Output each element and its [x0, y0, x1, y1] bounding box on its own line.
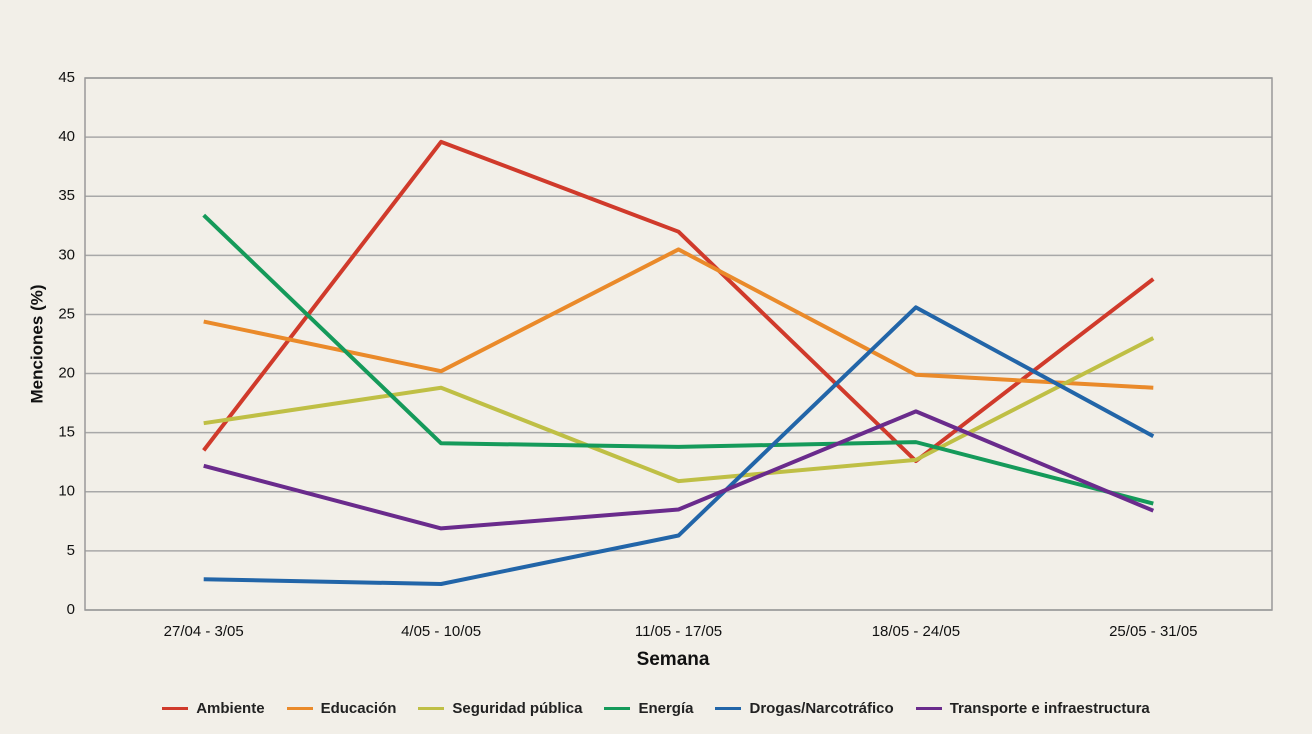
legend-swatch — [418, 707, 445, 710]
y-axis-label: Menciones (%) — [27, 284, 46, 403]
y-tick-label: 0 — [67, 601, 75, 618]
x-tick-label: 27/04 - 3/05 — [164, 623, 244, 640]
plot-frame — [84, 77, 1273, 611]
legend-item: Seguridad pública — [418, 700, 582, 717]
series-line — [203, 247, 1154, 390]
legend-label: Ambiente — [196, 700, 265, 717]
legend-item: Ambiente — [162, 700, 265, 717]
legend-label: Educación — [320, 700, 397, 717]
y-tick-label: 45 — [58, 69, 75, 86]
legend-swatch — [915, 707, 942, 710]
legend-label: Transporte e infraestructura — [949, 700, 1150, 717]
legend-swatch — [286, 707, 313, 710]
legend-swatch — [162, 707, 189, 710]
y-tick-label: 30 — [58, 246, 75, 263]
x-tick-label: 4/05 - 10/05 — [401, 623, 481, 640]
legend-label: Energía — [638, 700, 694, 717]
legend-item: Educación — [286, 700, 397, 717]
y-tick-label: 40 — [58, 128, 75, 145]
y-tick-label: 5 — [67, 542, 75, 559]
legend-item: Drogas/Narcotráfico — [715, 700, 894, 717]
series-line — [203, 409, 1155, 531]
y-tick-label: 35 — [58, 187, 75, 204]
legend-item: Energía — [604, 700, 693, 717]
legend-label: Drogas/Narcotráfico — [749, 700, 894, 717]
y-tick-label: 20 — [58, 365, 75, 382]
series-line — [202, 213, 1154, 506]
x-axis-label: Semana — [637, 649, 710, 670]
series-line — [202, 139, 1155, 464]
legend-swatch — [715, 707, 742, 710]
chart: Semana Menciones (%) 0 5 10 15 20 25 30 35 40 45 2… — [27, 69, 1273, 670]
series-line — [203, 305, 1155, 586]
x-tick-label: 25/05 - 31/05 — [1109, 623, 1197, 640]
y-tick-label: 15 — [58, 424, 75, 441]
y-tick-label: 25 — [58, 305, 75, 322]
series-line — [203, 336, 1155, 484]
legend-swatch — [604, 707, 631, 710]
legend-item: Transporte e infraestructura — [915, 700, 1150, 717]
x-tick-label: 18/05 - 24/05 — [872, 623, 960, 640]
y-tick-label: 10 — [58, 483, 75, 500]
legend-label: Seguridad pública — [452, 700, 583, 717]
x-tick-label: 11/05 - 17/05 — [635, 623, 722, 640]
legend: Ambiente Educación Seguridad pública Energí… — [0, 700, 1312, 717]
